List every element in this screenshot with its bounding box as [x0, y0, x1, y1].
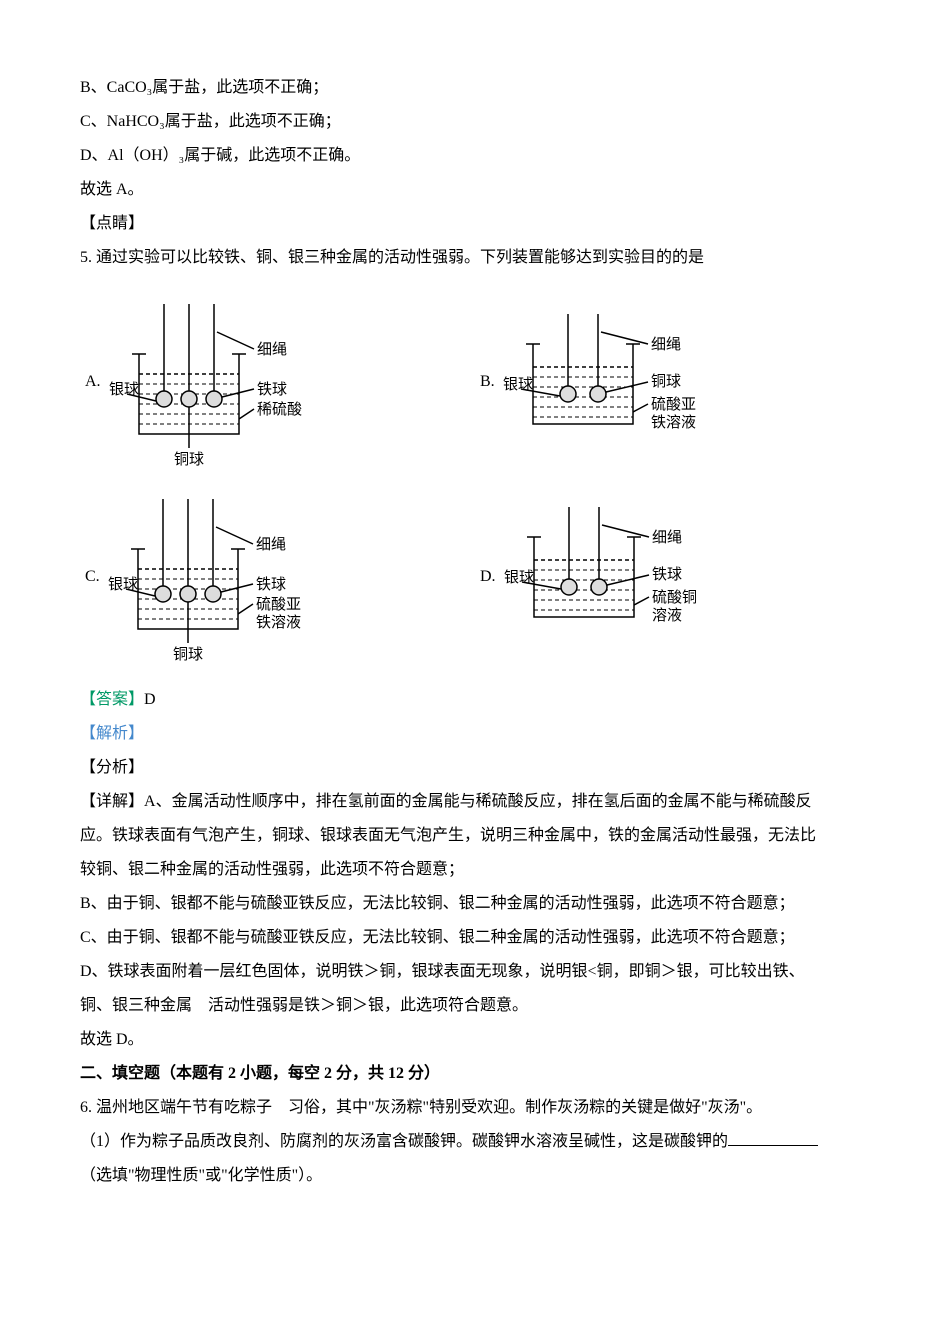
prelude-line-c: C、NaHCO₃属于盐，此选项不正确； [80, 106, 870, 138]
label-copper-b: 铜球 [651, 373, 681, 390]
diagram-a: 细绳 银球 铁球 稀硫酸 铜球 [109, 294, 329, 469]
diagram-c: 细绳 银球 铁球 硫酸亚 铁溶液 铜球 [108, 489, 328, 664]
q6-stem: 6. 温州地区端午节有吃粽子 习俗，其中"灰汤粽"特别受欢迎。制作灰汤粽的关键是… [80, 1092, 870, 1124]
q5-subanalysis-label: 【分析】 [80, 752, 870, 784]
label-cuso4-d1: 硫酸铜 [652, 589, 697, 606]
q5-option-a: A. [80, 284, 475, 479]
q6-part1-b: （选填"物理性质"或"化学性质"）。 [80, 1160, 870, 1192]
q5-option-b: B. 细绳 银球 铜球 硫酸亚 铁溶液 [475, 284, 870, 479]
label-feso4-b1: 硫酸亚 [651, 396, 696, 413]
label-silver-c: 银球 [108, 576, 138, 593]
label-string-b: 细绳 [651, 336, 681, 353]
q5-option-d: D. 细绳 银球 铁球 硫酸铜 溶液 [475, 479, 870, 674]
q5-detail-conclusion: 故选 D。 [80, 1024, 870, 1056]
q6-part1-a: （1）作为粽子品质改良剂、防腐剂的灰汤富含碳酸钾。碳酸钾水溶液呈碱性，这是碳酸钾… [80, 1133, 728, 1150]
label-iron-d: 铁球 [652, 566, 682, 583]
q6-part1: （1）作为粽子品质改良剂、防腐剂的灰汤富含碳酸钾。碳酸钾水溶液呈碱性，这是碳酸钾… [80, 1126, 870, 1158]
label-string-c: 细绳 [256, 536, 286, 553]
option-label-a: A. [85, 366, 101, 398]
prelude-line-d: D、Al（OH）₃属于碱，此选项不正确。 [80, 140, 870, 172]
q5-detail-c: C、由于铜、银都不能与硫酸亚铁反应，无法比较铜、银二种金属的活动性强弱，此选项不… [80, 922, 870, 954]
q5-detail-b: B、由于铜、银都不能与硫酸亚铁反应，无法比较铜、银二种金属的活动性强弱，此选项不… [80, 888, 870, 920]
label-string: 细绳 [257, 341, 287, 358]
prelude-line-b: B、CaCO₃属于盐，此选项不正确； [80, 72, 870, 104]
q5-detail-a3: 较铜、银二种金属的活动性强弱，此选项不符合题意； [80, 854, 870, 886]
label-feso4-b2: 铁溶液 [651, 414, 696, 431]
q5-analysis-label: 【解析】 [80, 718, 870, 750]
section2-title: 二、填空题（本题有 2 小题，每空 2 分，共 12 分） [80, 1058, 870, 1090]
q5-detail-a2: 应。铁球表面有气泡产生，铜球、银球表面无气泡产生，说明三种金属中，铁的金属活动性… [80, 820, 870, 852]
label-cuso4-d2: 溶液 [652, 607, 682, 624]
q5-detail-a1: 【详解】A、金属活动性顺序中，排在氢前面的金属能与稀硫酸反应，排在氢后面的金属不… [80, 786, 870, 818]
q5-detail-d2: 铜、银三种金属 活动性强弱是铁＞铜＞银，此选项符合题意。 [80, 990, 870, 1022]
q5-option-c: C. 细绳 银球 铁球 硫酸亚 [80, 479, 475, 674]
label-feso4-c1: 硫酸亚 [256, 596, 301, 613]
label-silver-d: 银球 [504, 569, 534, 586]
diagram-d: 细绳 银球 铁球 硫酸铜 溶液 [504, 497, 724, 657]
label-feso4-c2: 铁溶液 [256, 614, 301, 631]
option-label-b: B. [480, 366, 495, 398]
label-iron: 铁球 [257, 381, 287, 398]
detail-label: 【详解】 [80, 793, 144, 810]
q5-answer: 【答案】D [80, 684, 870, 716]
label-silver-b: 银球 [503, 376, 533, 393]
label-silver: 银球 [109, 381, 139, 398]
answer-value: D [144, 691, 156, 708]
hint-label: 【点睛】 [80, 208, 870, 240]
label-copper-c: 铜球 [173, 646, 203, 663]
option-label-c: C. [85, 561, 100, 593]
option-label-d: D. [480, 561, 496, 593]
label-h2so4: 稀硫酸 [257, 401, 302, 418]
q5-options-grid: A. [80, 284, 870, 674]
fill-blank[interactable] [728, 1131, 818, 1146]
prelude-conclusion: 故选 A。 [80, 174, 870, 206]
label-iron-c: 铁球 [256, 576, 286, 593]
label-string-d: 细绳 [652, 529, 682, 546]
q5-detail-d1: D、铁球表面附着一层红色固体，说明铁＞铜，银球表面无现象，说明银<铜，即铜＞银，… [80, 956, 870, 988]
diagram-b: 细绳 银球 铜球 硫酸亚 铁溶液 [503, 304, 723, 459]
label-copper: 铜球 [174, 451, 204, 468]
answer-label: 【答案】 [80, 691, 144, 708]
q5-stem: 5. 通过实验可以比较铁、铜、银三种金属的活动性强弱。下列装置能够达到实验目的的… [80, 242, 870, 274]
detail-a1-text: A、金属活动性顺序中，排在氢前面的金属能与稀硫酸反应，排在氢后面的金属不能与稀硫… [144, 793, 812, 810]
